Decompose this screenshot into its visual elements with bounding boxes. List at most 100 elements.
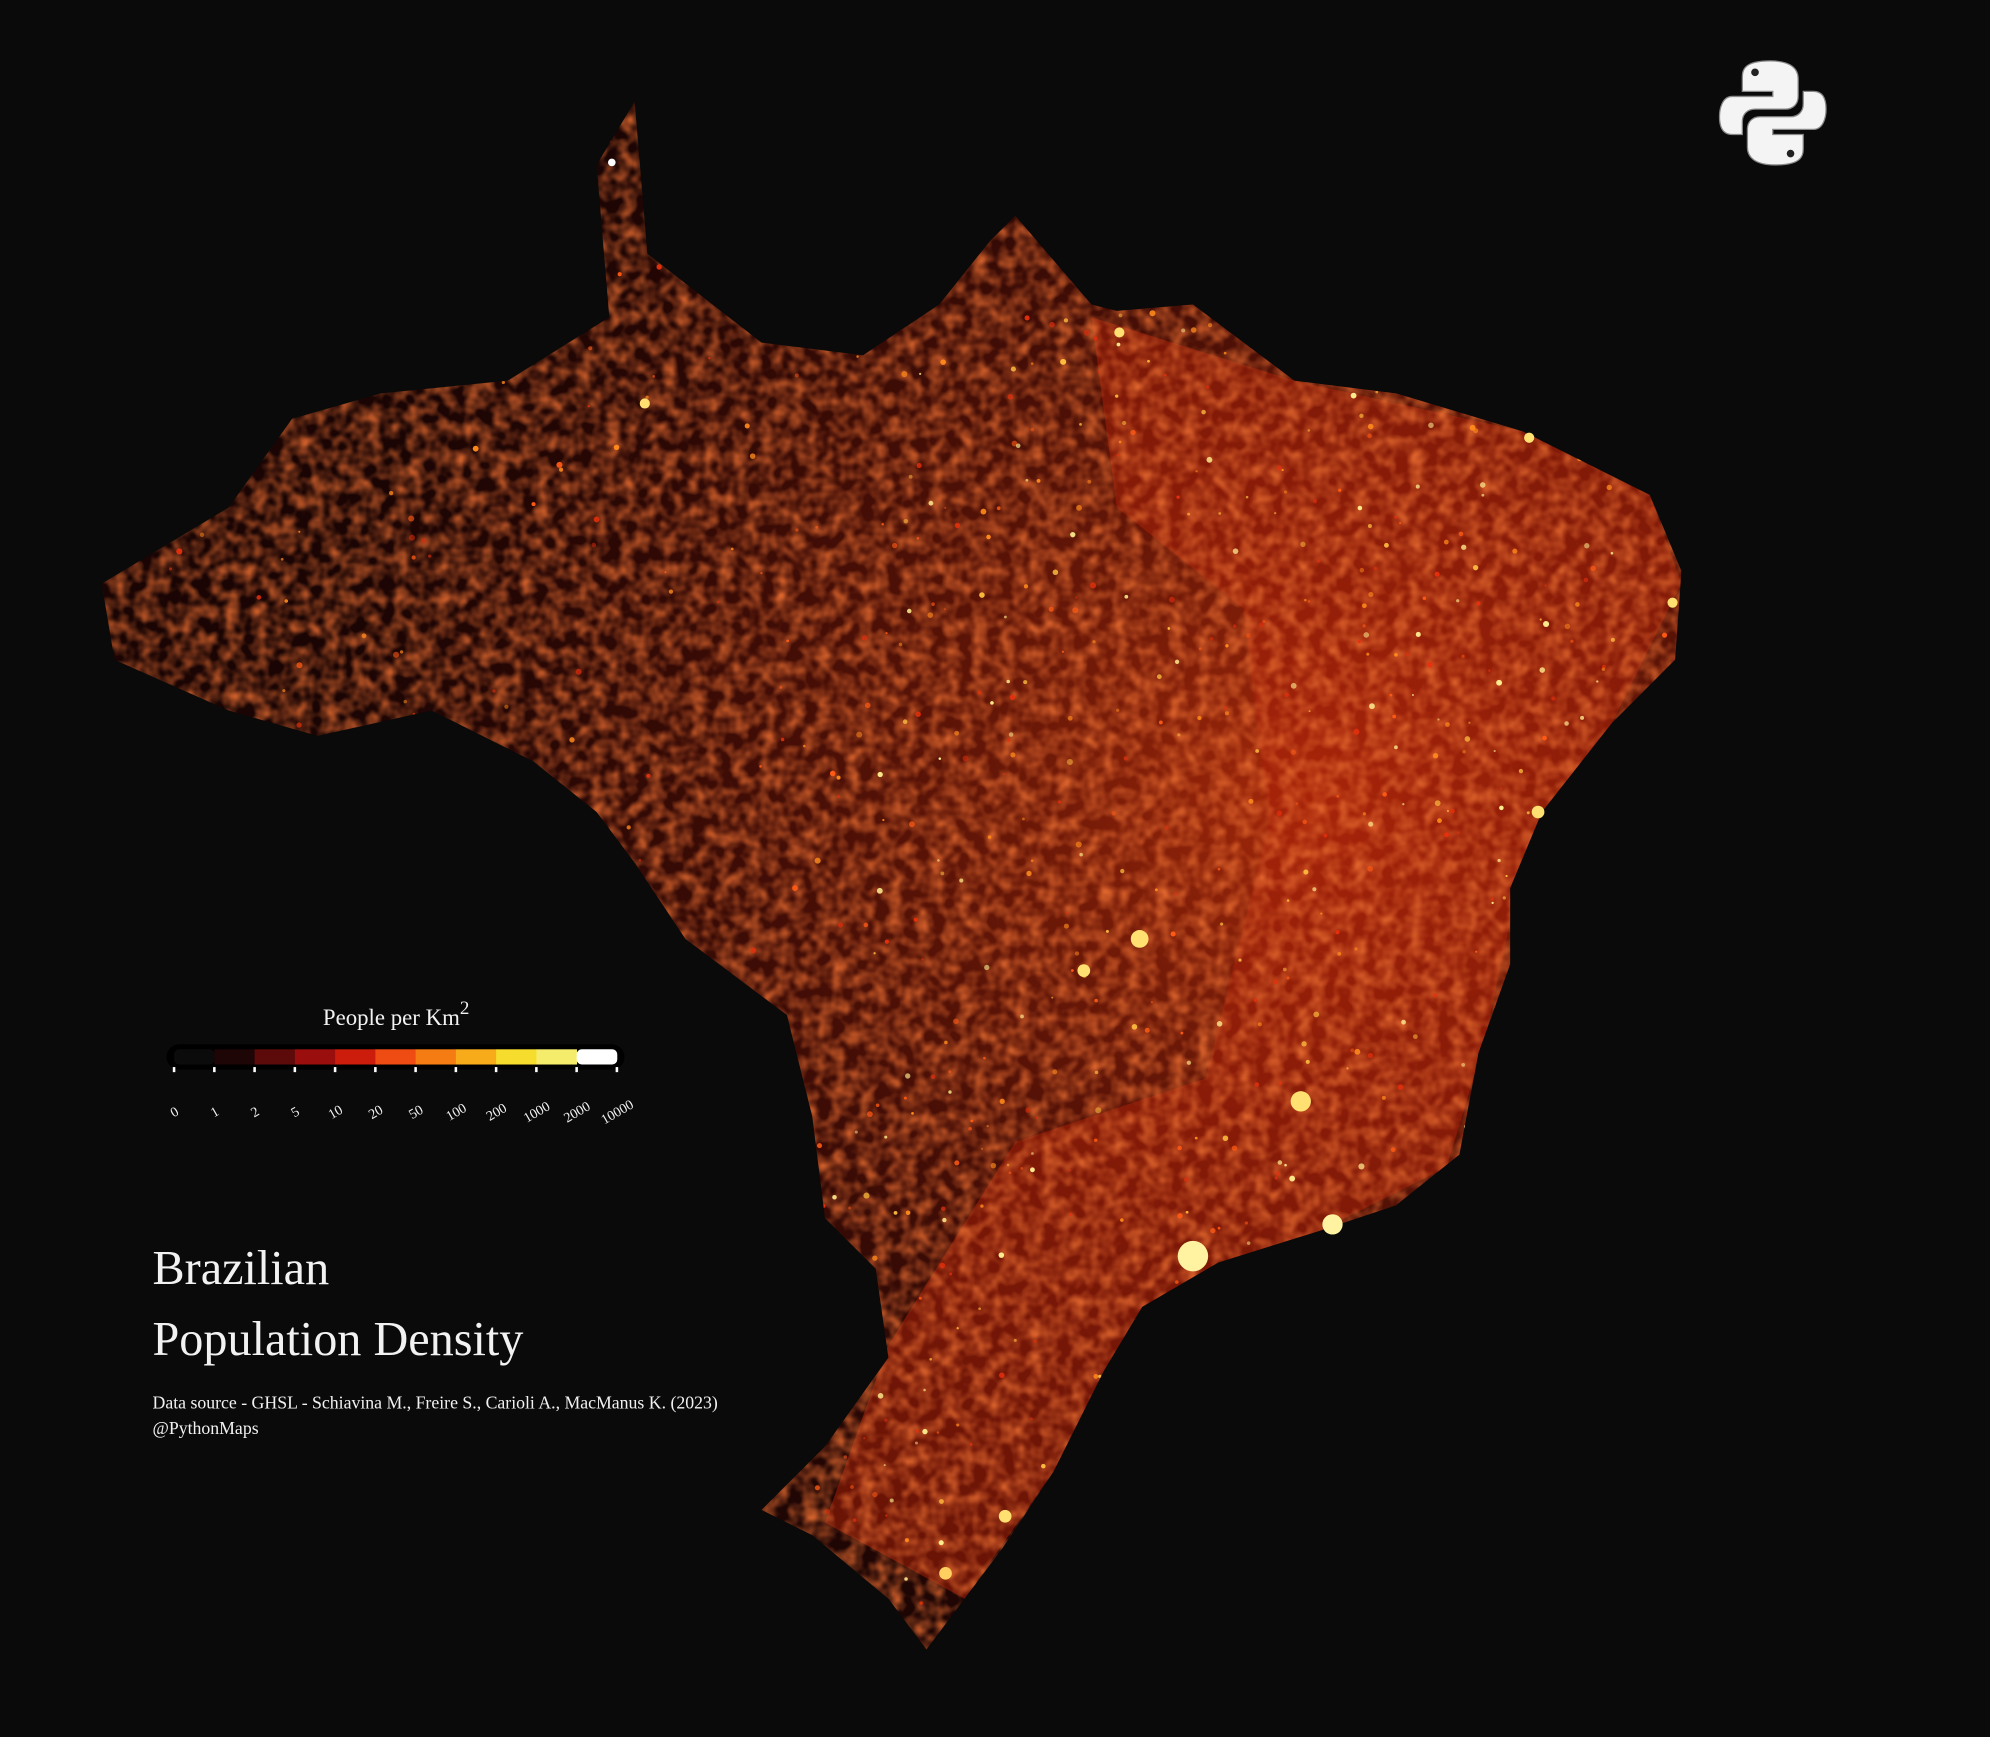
settlement-dot (1158, 720, 1163, 725)
settlement-dot (1060, 358, 1067, 365)
settlement-dot (1022, 817, 1025, 821)
settlement-dot (1278, 1081, 1283, 1085)
settlement-dot (575, 668, 582, 675)
city-glow (639, 398, 650, 409)
settlement-dot (1542, 735, 1547, 741)
settlement-dot (918, 372, 922, 376)
city-glow (1077, 964, 1091, 977)
settlement-dot (1223, 351, 1227, 355)
settlement-dot (792, 885, 798, 891)
settlement-dot (908, 821, 915, 828)
settlement-dot (1363, 632, 1370, 638)
settlement-dot (1090, 582, 1097, 589)
settlement-dot (837, 795, 840, 798)
settlement-dot (1551, 696, 1556, 701)
settlement-dot (389, 490, 394, 496)
settlement-dot (1432, 992, 1438, 998)
settlement-dot (1490, 897, 1494, 901)
settlement-dot (931, 602, 935, 606)
settlement-dot (656, 264, 662, 270)
settlement-dot (280, 557, 284, 561)
settlement-dot (1284, 490, 1288, 494)
settlement-dot (1491, 901, 1494, 905)
settlement-dot (1087, 479, 1092, 484)
settlement-dot (916, 536, 920, 540)
settlement-dot (1068, 1169, 1071, 1172)
settlement-dot (1190, 327, 1197, 333)
settlement-dot (626, 825, 631, 830)
settlement-dot (531, 502, 536, 507)
settlement-dot (1180, 1031, 1184, 1035)
settlement-dot (1539, 618, 1542, 621)
settlement-dot (901, 370, 908, 378)
settlement-dot (1542, 620, 1550, 628)
settlement-dot (779, 686, 783, 689)
settlement-dot (1149, 310, 1156, 317)
settlement-dot (996, 506, 1001, 511)
settlement-dot (1115, 394, 1119, 398)
settlement-dot (1067, 715, 1073, 721)
credit: @PythonMaps (153, 1418, 259, 1438)
settlement-dot (1468, 721, 1471, 724)
settlement-dot (913, 917, 918, 922)
settlement-dot (915, 711, 921, 718)
settlement-dot (591, 542, 597, 548)
legend-swatch (536, 1049, 578, 1065)
settlement-dot (1156, 674, 1162, 680)
settlement-dot (1304, 598, 1307, 602)
settlement-dot (1150, 1000, 1154, 1004)
settlement-dot (863, 1192, 870, 1199)
settlement-dot (1390, 1147, 1396, 1153)
settlement-dot (1006, 738, 1011, 743)
settlement-dot (1074, 951, 1080, 956)
settlement-dot (1063, 923, 1069, 929)
settlement-dot (1092, 640, 1096, 644)
settlement-dot (1075, 596, 1078, 599)
settlement-dot (1144, 1027, 1150, 1033)
settlement-dot (1432, 753, 1439, 759)
settlement-dot (1437, 818, 1442, 824)
settlement-dot (1368, 821, 1374, 827)
settlement-dot (1176, 495, 1180, 499)
settlement-dot (664, 571, 667, 574)
settlement-dot (1446, 810, 1449, 813)
settlement-dot (504, 704, 509, 709)
settlement-dot (282, 689, 286, 693)
settlement-dot (1354, 1048, 1361, 1055)
settlement-dot (953, 1018, 959, 1025)
settlement-dot (873, 952, 876, 955)
settlement-dot (1232, 624, 1237, 628)
settlement-dot (902, 719, 908, 724)
settlement-dot (1286, 976, 1290, 980)
settlement-dot (1475, 950, 1478, 953)
settlement-dot (393, 651, 400, 658)
settlement-dot (1375, 390, 1379, 394)
settlement-dot (968, 1126, 972, 1131)
settlement-dot (1584, 543, 1590, 549)
settlement-dot (1434, 800, 1441, 807)
settlement-dot (492, 689, 496, 693)
settlement-dot (1357, 505, 1363, 511)
settlement-dot (1350, 392, 1357, 399)
settlement-dot (1094, 1070, 1099, 1075)
settlement-dot (1277, 1160, 1283, 1165)
settlement-dot (1246, 1241, 1251, 1245)
settlement-dot (986, 1124, 989, 1128)
settlement-dot (1274, 1176, 1278, 1180)
settlement-dot (1181, 328, 1186, 333)
settlement-dot (903, 1096, 907, 1100)
settlement-dot (1030, 427, 1035, 432)
settlement-dot (749, 453, 756, 459)
settlement-dot (1118, 440, 1122, 444)
settlement-dot (1662, 632, 1668, 638)
settlement-dot (877, 771, 883, 778)
settlement-dot (1353, 728, 1360, 735)
city-glow (1290, 1091, 1311, 1112)
title-line: Population Density (153, 1313, 524, 1366)
settlement-dot (1041, 1463, 1046, 1469)
settlement-dot (1195, 470, 1198, 473)
settlement-dot (1500, 787, 1503, 790)
settlement-dot (1313, 1011, 1320, 1018)
settlement-dot (1072, 607, 1079, 614)
settlement-dot (1282, 967, 1287, 972)
